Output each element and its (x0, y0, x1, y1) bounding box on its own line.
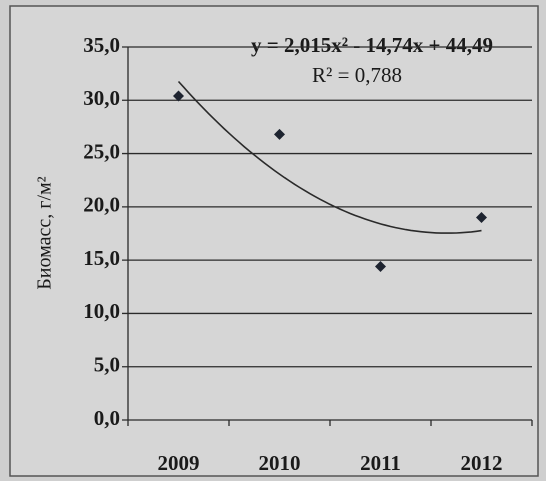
chart-frame (9, 5, 539, 477)
r-squared: R² = 0,788 (312, 63, 402, 87)
y-tick-label: 35,0 (83, 33, 120, 57)
x-tick-label: 2011 (360, 451, 401, 475)
data-point (274, 128, 285, 140)
y-tick-label: 15,0 (83, 246, 120, 270)
y-tick-label: 25,0 (83, 139, 120, 163)
trend-line (177, 80, 482, 234)
x-tick-label: 2012 (461, 451, 503, 475)
trend-equation: y = 2,015x² - 14,74x + 44,49 (251, 33, 493, 57)
y-tick-label: 20,0 (83, 193, 120, 217)
y-axis-label: Биомасс, г/м² (34, 176, 56, 289)
y-tick-label: 30,0 (83, 86, 120, 110)
y-tick-label: 10,0 (83, 299, 120, 323)
data-point (375, 261, 386, 273)
y-tick-label: 5,0 (94, 353, 120, 377)
x-tick-label: 2010 (259, 451, 301, 475)
data-point (173, 90, 184, 102)
y-tick-label: 0,0 (94, 406, 120, 430)
data-point (476, 212, 487, 224)
x-tick-label: 2009 (158, 451, 200, 475)
